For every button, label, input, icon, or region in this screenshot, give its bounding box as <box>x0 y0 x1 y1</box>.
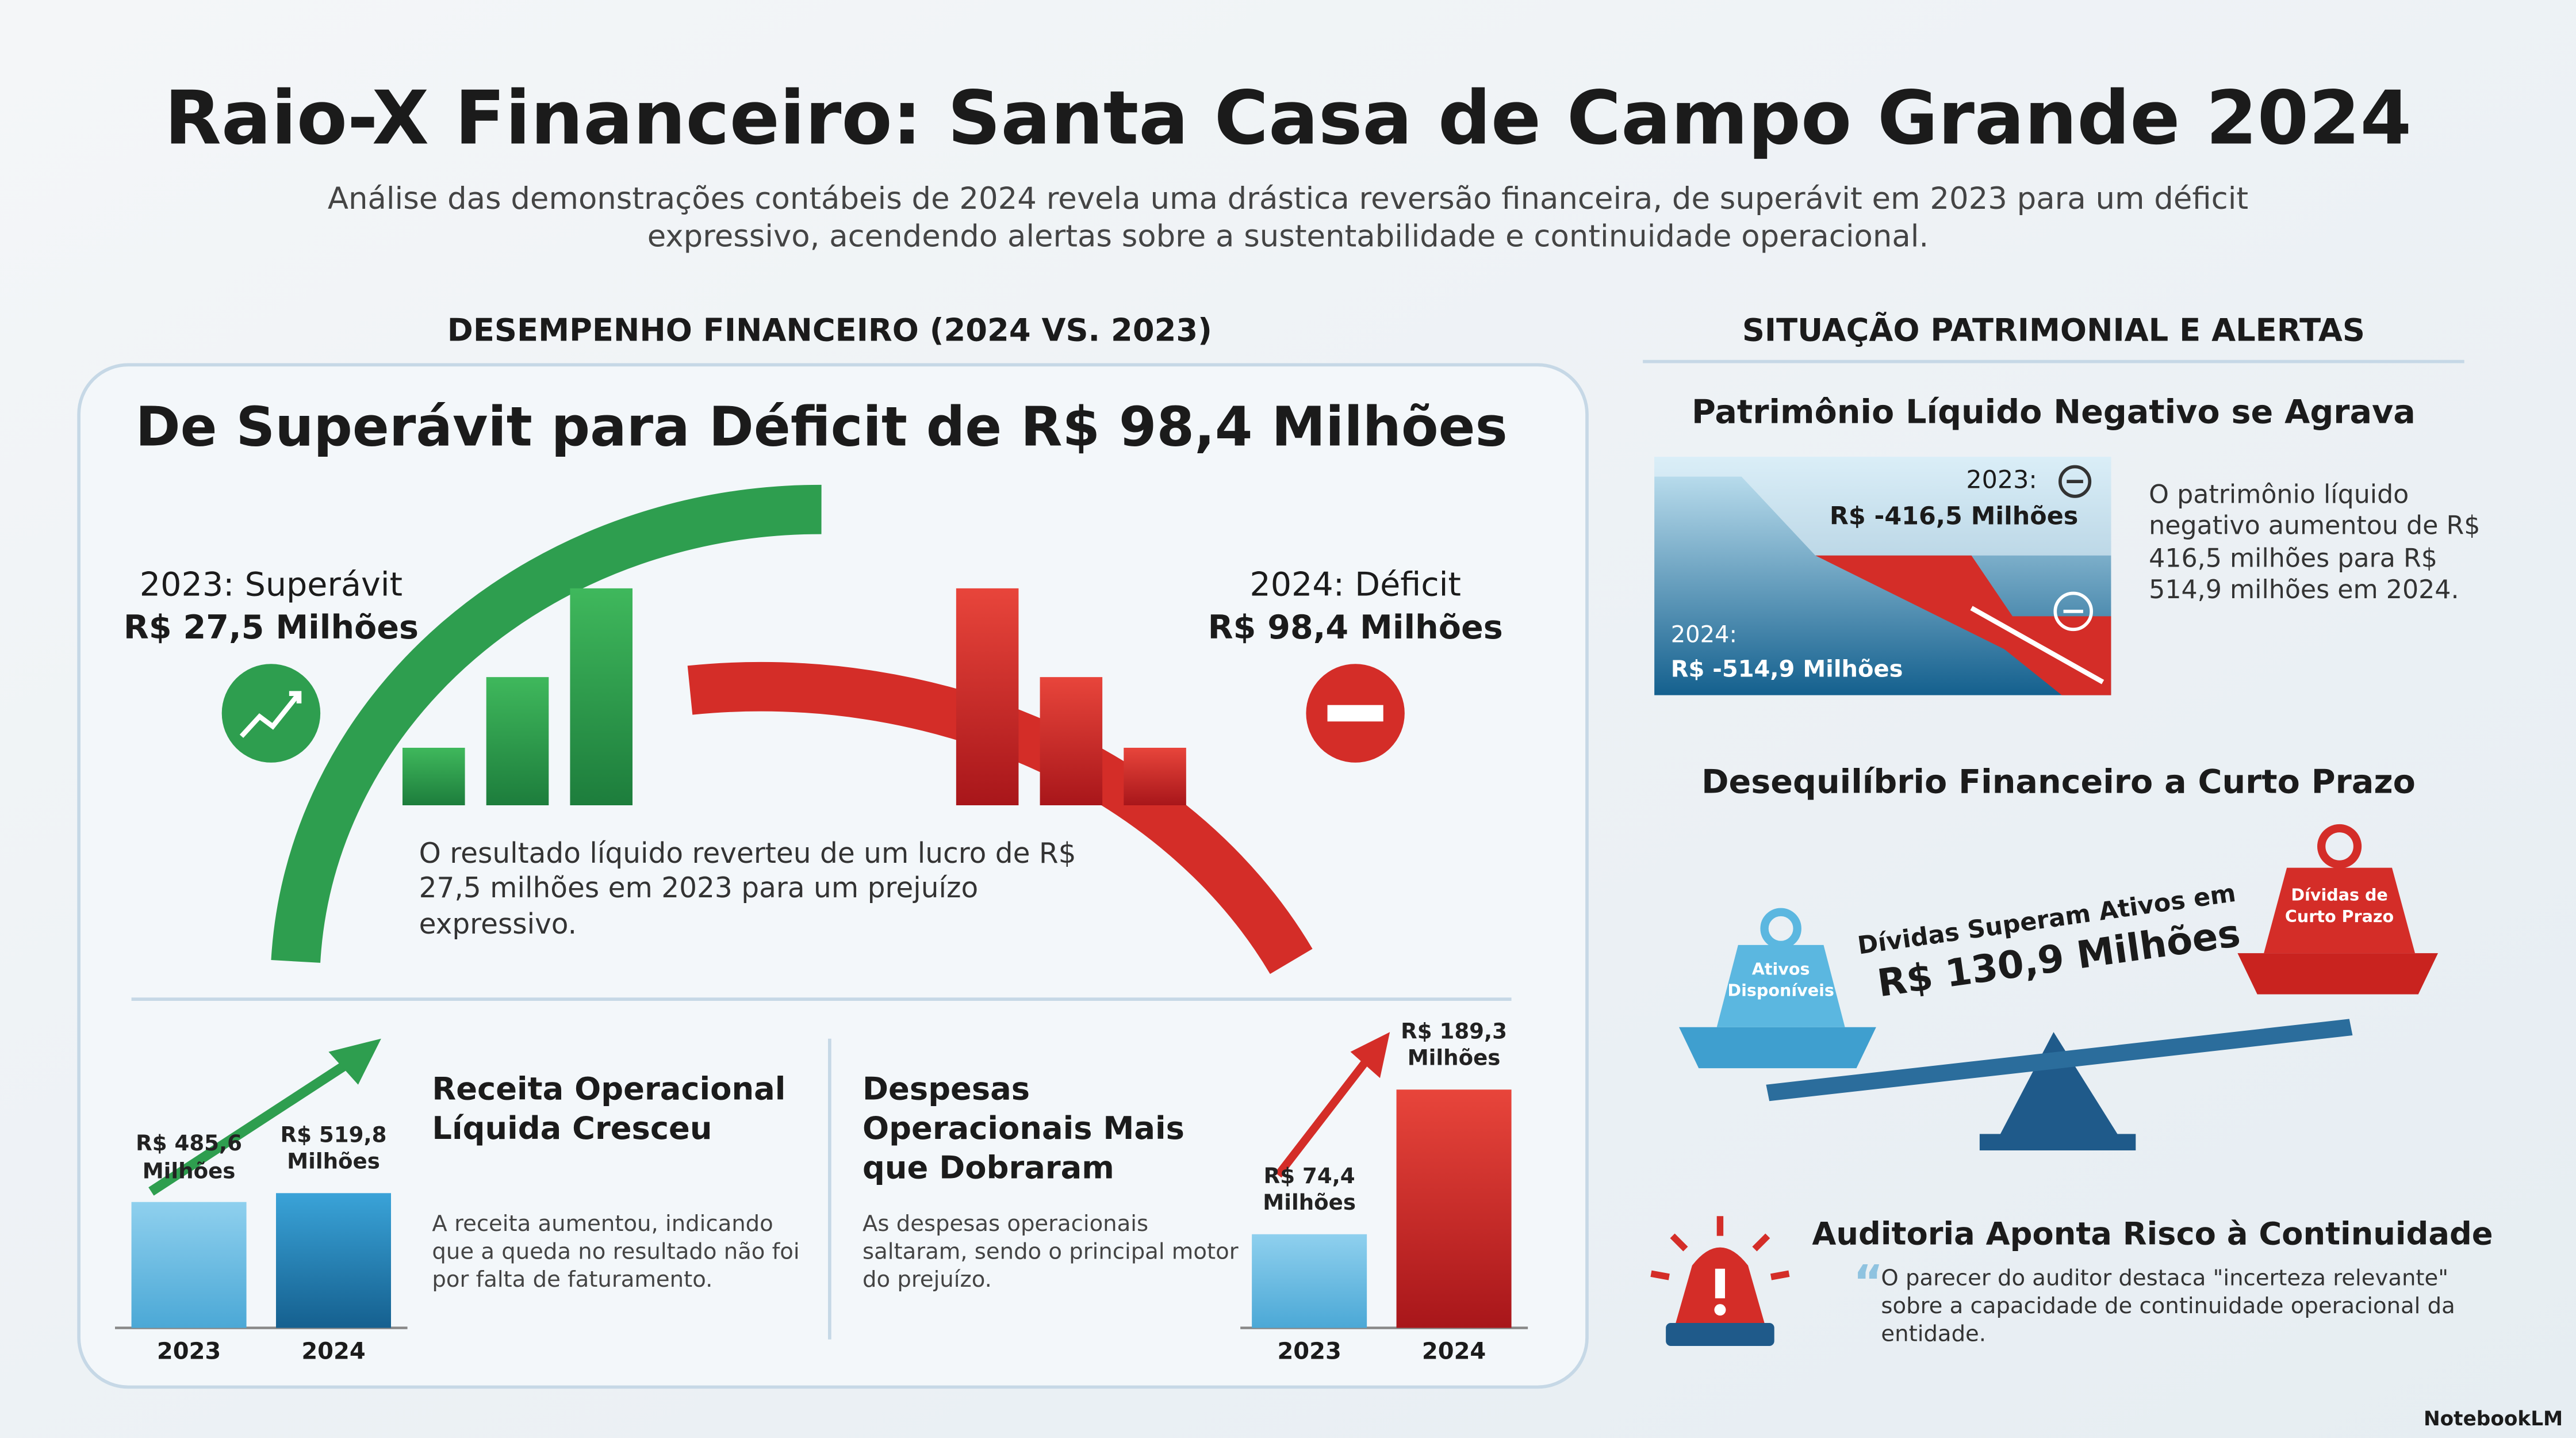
equity-area <box>1654 457 2111 556</box>
category-label: 2024 <box>1422 1338 1486 1364</box>
right-pan <box>2237 953 2438 995</box>
minus-icon <box>2053 591 2093 632</box>
audit-title: Auditoria Aponta Risco à Continuidade <box>1812 1216 2493 1252</box>
audit-quote: O parecer do auditor destaca "incerteza … <box>1881 1265 2455 1348</box>
deco-bar <box>1040 677 1103 805</box>
deco-bar <box>402 748 465 805</box>
section-heading: SITUAÇÃO PATRIMONIAL E ALERTAS <box>1742 311 2365 348</box>
audit-quote-box: O parecer do auditor destaca "incerteza … <box>1881 1265 2455 1348</box>
value-label: R$ 519,8 Milhões <box>280 1124 387 1176</box>
bar <box>1252 1234 1367 1328</box>
equity-value-2024: R$ -514,9 Milhões <box>1671 656 1903 683</box>
category-label: 2024 <box>301 1338 365 1364</box>
siren-mark <box>1714 1304 1726 1316</box>
value-2023: R$ 27,5 Milhões <box>124 609 419 647</box>
deco-bar <box>486 677 549 805</box>
equity-text: O patrimônio líquido negativo aumentou d… <box>2149 480 2481 605</box>
chart-title-box: Despesas Operacionais Mais que Dobraram <box>862 1071 1184 1186</box>
deco-bar <box>1124 748 1186 805</box>
equity-label-2023: 2023: <box>1966 466 2037 495</box>
left-weight-ring <box>1760 908 1801 949</box>
equity-label-2024: 2024: <box>1671 622 1737 648</box>
balance-title: Desequilíbrio Financeiro a Curto Prazo <box>1701 763 2416 801</box>
equity-value-2023: R$ -416,5 Milhões <box>1830 502 2078 531</box>
growth-icon-line <box>239 691 302 738</box>
siren-base <box>1666 1323 1774 1346</box>
deco-bar <box>956 588 1019 805</box>
right-weight-label: Dívidas de Curto Prazo <box>2284 887 2394 926</box>
value-label-box: R$ 485,6 Milhões <box>136 1133 242 1184</box>
category-label: 2023 <box>157 1338 221 1364</box>
bar <box>276 1193 391 1328</box>
value-label: R$ 189,3 Milhões <box>1401 1020 1507 1072</box>
chart-title-box: Receita Operacional Líquida Cresceu <box>432 1071 786 1147</box>
chart-title: Despesas Operacionais Mais que Dobraram <box>862 1071 1184 1186</box>
arrow <box>1275 1057 1370 1178</box>
label-2024: 2024: Déficit <box>1249 566 1461 604</box>
scale-base <box>1996 1032 2123 1142</box>
value-label-box: R$ 74,4 Milhões <box>1263 1165 1356 1217</box>
bar <box>131 1202 247 1328</box>
equity-title: Patrimônio Líquido Negativo se Agrava <box>1692 393 2416 431</box>
equity-drop <box>1815 555 2111 695</box>
right-weight-ring <box>2317 824 2362 869</box>
right-weight-label-box: Dívidas de Curto Prazo <box>2284 887 2394 926</box>
label-2023: 2023: Superávit <box>140 566 402 604</box>
green-arc <box>271 484 822 963</box>
arrow-head <box>1350 1032 1390 1078</box>
chart-title: Receita Operacional Líquida Cresceu <box>432 1071 786 1147</box>
arrow-head <box>328 1038 381 1085</box>
scale-base <box>1979 1134 2136 1150</box>
equity-text-box: O patrimônio líquido negativo aumentou d… <box>2149 480 2481 605</box>
title: Raio-X Financeiro: Santa Casa de Campo G… <box>164 75 2412 161</box>
note: O resultado líquido reverteu de um lucro… <box>419 838 1076 941</box>
subtitle-box: Análise das demonstrações contábeis de 2… <box>327 182 2249 255</box>
left-weight <box>1716 944 1845 1027</box>
chart-text-box: As despesas operacionais saltaram, sendo… <box>862 1211 1239 1293</box>
value-label: R$ 74,4 Milhões <box>1263 1165 1356 1217</box>
chart-text: A receita aumentou, indicando que a qued… <box>432 1211 800 1293</box>
footer: NotebookLM <box>2424 1408 2563 1431</box>
note-box: O resultado líquido reverteu de um lucro… <box>419 838 1076 941</box>
subtitle: Análise das demonstrações contábeis de 2… <box>327 182 2249 255</box>
bar <box>1396 1089 1512 1328</box>
value-2024: R$ 98,4 Milhões <box>1208 609 1503 647</box>
deficit-icon-bar <box>1327 705 1383 722</box>
quote-mark: “ <box>1853 1255 1884 1309</box>
left-weight-label-box: Ativos Disponíveis <box>1727 961 1834 1000</box>
siren-rays <box>1650 1216 1790 1280</box>
panel-title: De Superávit para Déficit de R$ 98,4 Mil… <box>135 395 1507 458</box>
value-label-box: R$ 519,8 Milhões <box>280 1124 387 1176</box>
category-label: 2023 <box>1277 1338 1341 1364</box>
value-label-box: R$ 189,3 Milhões <box>1401 1020 1507 1072</box>
siren-mark <box>1715 1268 1725 1299</box>
section-heading: DESEMPENHO FINANCEIRO (2024 VS. 2023) <box>447 312 1212 348</box>
right-weight <box>2264 867 2415 954</box>
value-label: R$ 485,6 Milhões <box>136 1133 242 1184</box>
left-pan <box>1679 1027 1876 1069</box>
scale-beam <box>1766 1019 2353 1102</box>
minus-icon <box>2058 465 2092 498</box>
chart-text: As despesas operacionais saltaram, sendo… <box>862 1211 1239 1293</box>
left-weight-label: Ativos Disponíveis <box>1727 961 1834 1000</box>
equity-arrow <box>1970 606 2104 684</box>
arrow <box>148 1055 356 1196</box>
growth-icon <box>221 664 321 763</box>
chart-text-box: A receita aumentou, indicando que a qued… <box>432 1211 800 1293</box>
deco-bar <box>570 588 632 805</box>
